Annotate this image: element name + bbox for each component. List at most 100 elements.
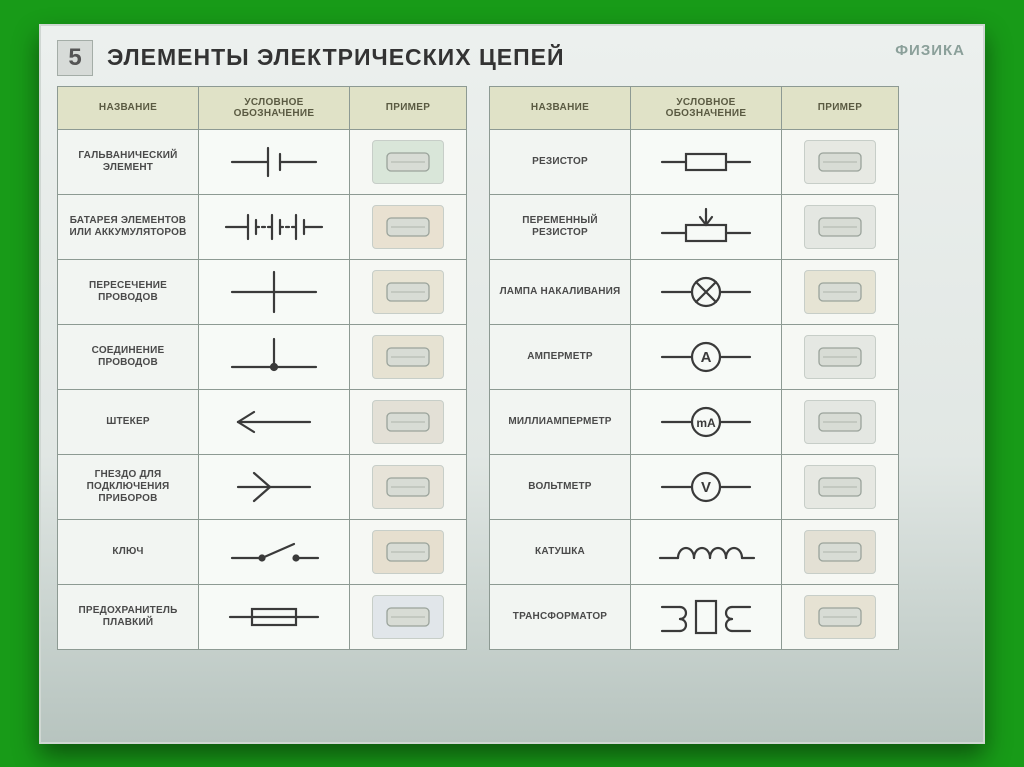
cell-name: БАТАРЕЯ ЭЛЕМЕНТОВ ИЛИ АККУМУЛЯТОРОВ: [58, 194, 199, 259]
cell-name: ТРАНСФОРМАТОР: [490, 584, 631, 649]
cell-symbol: [631, 194, 782, 259]
var-resistor-icon: [646, 203, 766, 251]
cell-example: [782, 389, 899, 454]
svg-text:mA: mA: [696, 416, 716, 430]
cell-symbol: [199, 454, 350, 519]
table-row: МИЛЛИАМПЕРМЕТР mA: [490, 389, 899, 454]
transformer-icon: [646, 593, 766, 641]
cell-example: [782, 324, 899, 389]
cell-name: РЕЗИСТОР: [490, 129, 631, 194]
col-example: ПРИМЕР: [350, 86, 467, 129]
table-header-row: НАЗВАНИЕ УСЛОВНОЕ ОБОЗНАЧЕНИЕ ПРИМЕР: [58, 86, 467, 129]
cell-symbol: [199, 129, 350, 194]
poster: ФИЗИКА 5 ЭЛЕМЕНТЫ ЭЛЕКТРИЧЕСКИХ ЦЕПЕЙ НА…: [39, 24, 985, 744]
cell-example: [782, 519, 899, 584]
cell-symbol: [631, 519, 782, 584]
plug-icon: [214, 398, 334, 446]
table-row: ПРЕДОХРАНИТЕЛЬ ПЛАВКИЙ: [58, 584, 467, 649]
example-thumb: [804, 140, 876, 184]
cell-name: ГНЕЗДО ДЛЯ ПОДКЛЮЧЕНИЯ ПРИБОРОВ: [58, 454, 199, 519]
example-thumb: [804, 270, 876, 314]
cell-example: [350, 454, 467, 519]
poster-number: 5: [57, 40, 93, 76]
ammeter-icon: mA: [646, 398, 766, 446]
cell-name: ВОЛЬТМЕТР: [490, 454, 631, 519]
cell-name: ПЕРЕМЕННЫЙ РЕЗИСТОР: [490, 194, 631, 259]
table-row: ВОЛЬТМЕТР V: [490, 454, 899, 519]
example-thumb: [804, 530, 876, 574]
table-row: РЕЗИСТОР: [490, 129, 899, 194]
table-right: НАЗВАНИЕ УСЛОВНОЕ ОБОЗНАЧЕНИЕ ПРИМЕР РЕЗ…: [489, 86, 899, 650]
poster-title: ЭЛЕМЕНТЫ ЭЛЕКТРИЧЕСКИХ ЦЕПЕЙ: [107, 44, 565, 71]
table-row: ГАЛЬВАНИЧЕСКИЙ ЭЛЕМЕНТ: [58, 129, 467, 194]
example-thumb: [372, 205, 444, 249]
table-row: ШТЕКЕР: [58, 389, 467, 454]
cell-symbol: [199, 324, 350, 389]
cell-icon: [214, 138, 334, 186]
cell-symbol: mA: [631, 389, 782, 454]
example-thumb: [804, 400, 876, 444]
cell-name: КЛЮЧ: [58, 519, 199, 584]
cell-name: ПРЕДОХРАНИТЕЛЬ ПЛАВКИЙ: [58, 584, 199, 649]
example-thumb: [804, 465, 876, 509]
cell-example: [350, 194, 467, 259]
cell-example: [350, 389, 467, 454]
battery-icon: [214, 203, 334, 251]
example-thumb: [804, 595, 876, 639]
socket-icon: [214, 463, 334, 511]
lamp-icon: [646, 268, 766, 316]
cell-name: АМПЕРМЕТР: [490, 324, 631, 389]
example-thumb: [804, 205, 876, 249]
cell-example: [350, 584, 467, 649]
cell-name: СОЕДИНЕНИЕ ПРОВОДОВ: [58, 324, 199, 389]
cell-symbol: [199, 259, 350, 324]
cell-symbol: V: [631, 454, 782, 519]
cell-name: МИЛЛИАМПЕРМЕТР: [490, 389, 631, 454]
example-thumb: [372, 140, 444, 184]
col-example: ПРИМЕР: [782, 86, 899, 129]
col-symbol: УСЛОВНОЕ ОБОЗНАЧЕНИЕ: [631, 86, 782, 129]
cell-example: [782, 129, 899, 194]
junction-icon: [214, 333, 334, 381]
cell-example: [782, 194, 899, 259]
table-row: ПЕРЕМЕННЫЙ РЕЗИСТОР: [490, 194, 899, 259]
cross-icon: [214, 268, 334, 316]
subject-label: ФИЗИКА: [895, 42, 965, 59]
cell-example: [782, 584, 899, 649]
cell-name: ГАЛЬВАНИЧЕСКИЙ ЭЛЕМЕНТ: [58, 129, 199, 194]
cell-name: КАТУШКА: [490, 519, 631, 584]
cell-example: [782, 454, 899, 519]
table-row: АМПЕРМЕТР A: [490, 324, 899, 389]
svg-text:A: A: [701, 349, 712, 366]
switch-icon: [214, 528, 334, 576]
resistor-icon: [646, 138, 766, 186]
cell-symbol: A: [631, 324, 782, 389]
example-thumb: [372, 530, 444, 574]
col-name: НАЗВАНИЕ: [490, 86, 631, 129]
cell-symbol: [631, 129, 782, 194]
svg-text:V: V: [701, 479, 711, 496]
table-row: ЛАМПА НАКАЛИВАНИЯ: [490, 259, 899, 324]
cell-example: [350, 259, 467, 324]
example-thumb: [804, 335, 876, 379]
col-symbol: УСЛОВНОЕ ОБОЗНАЧЕНИЕ: [199, 86, 350, 129]
coil-icon: [646, 528, 766, 576]
cell-example: [350, 129, 467, 194]
cell-example: [782, 259, 899, 324]
table-row: ТРАНСФОРМАТОР: [490, 584, 899, 649]
table-row: КАТУШКА: [490, 519, 899, 584]
example-thumb: [372, 595, 444, 639]
ammeter-icon: V: [646, 463, 766, 511]
example-thumb: [372, 400, 444, 444]
example-thumb: [372, 335, 444, 379]
cell-symbol: [631, 584, 782, 649]
col-name: НАЗВАНИЕ: [58, 86, 199, 129]
table-row: СОЕДИНЕНИЕ ПРОВОДОВ: [58, 324, 467, 389]
cell-symbol: [199, 584, 350, 649]
cell-example: [350, 519, 467, 584]
tables-wrap: НАЗВАНИЕ УСЛОВНОЕ ОБОЗНАЧЕНИЕ ПРИМЕР ГАЛ…: [57, 86, 967, 650]
cell-example: [350, 324, 467, 389]
ammeter-icon: A: [646, 333, 766, 381]
cell-symbol: [199, 519, 350, 584]
cell-symbol: [631, 259, 782, 324]
